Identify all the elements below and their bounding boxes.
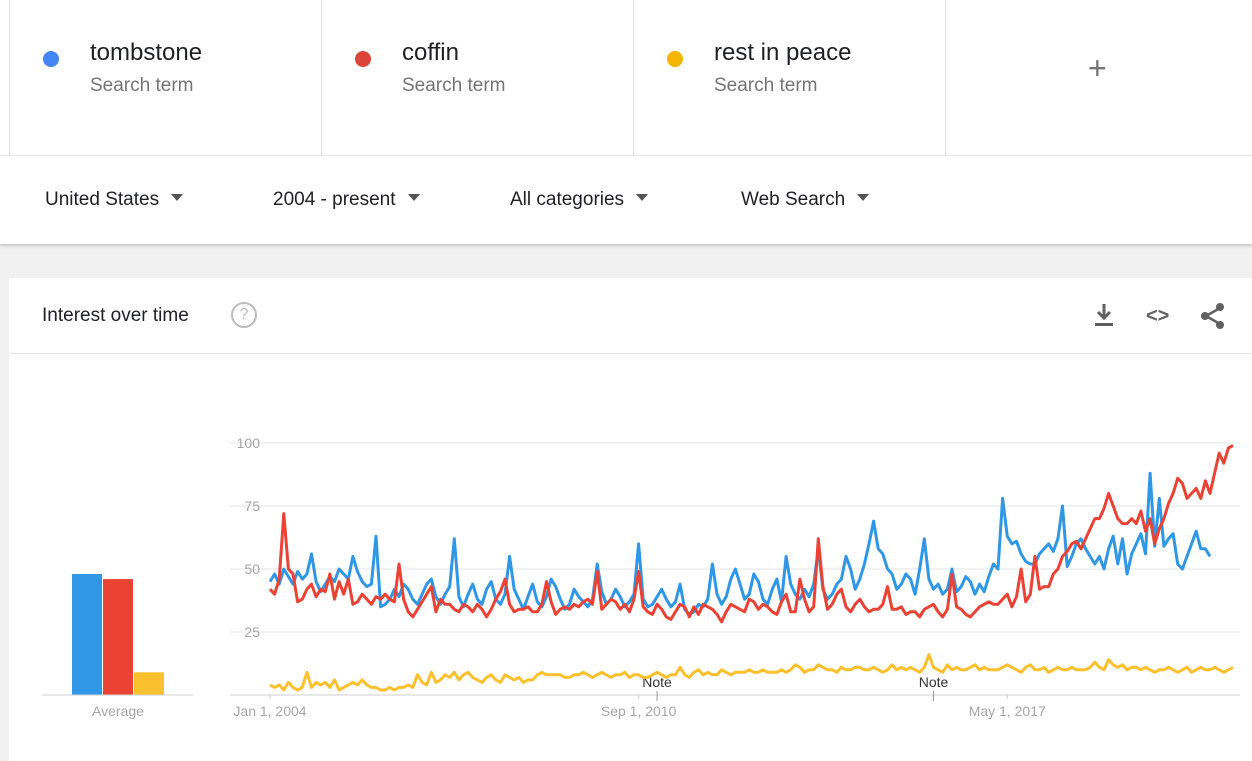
caret-down-icon [857, 194, 870, 202]
note-label: Note [919, 674, 949, 690]
term-name[interactable]: tombstone [90, 39, 203, 66]
category-label: All categories [510, 189, 625, 210]
help-icon[interactable]: ? [231, 302, 257, 328]
caret-down-icon [171, 194, 184, 202]
download-icon[interactable] [1092, 302, 1116, 333]
caret-down-icon [407, 194, 420, 202]
add-term-button[interactable]: + [1088, 50, 1107, 86]
series-line-tombstone [268, 471, 1212, 616]
y-tick-label: 75 [244, 498, 260, 514]
x-tick-label: Jan 1, 2004 [233, 703, 306, 719]
average-bar-rest-in-peace [134, 672, 164, 695]
card-title: Interest over time [42, 305, 189, 326]
series-line-rest-in-peace [269, 653, 1234, 692]
time-range-dropdown[interactable]: 2004 - present [273, 189, 420, 211]
add-term-area[interactable]: + [946, 0, 1252, 155]
x-tick-label: Sep 1, 2010 [601, 703, 677, 719]
filter-bar: United States 2004 - present All categor… [0, 155, 1252, 244]
search-type-dropdown[interactable]: Web Search [741, 189, 870, 211]
share-icon[interactable] [1199, 302, 1227, 335]
caret-down-icon [636, 194, 649, 202]
y-tick-label: 25 [244, 624, 260, 640]
term-name[interactable]: coffin [402, 39, 459, 66]
x-tick-label: May 1, 2017 [969, 703, 1046, 719]
term-card-rest-in-peace[interactable]: rest in peace Search term [634, 0, 946, 155]
term-color-dot [355, 51, 371, 67]
term-color-dot [667, 51, 683, 67]
search-terms-bar: tombstone Search term coffin Search term… [0, 0, 1252, 155]
term-type-label: Search term [90, 75, 194, 96]
y-tick-label: 50 [244, 561, 260, 577]
category-dropdown[interactable]: All categories [510, 189, 649, 211]
term-card-tombstone[interactable]: tombstone Search term [9, 0, 322, 155]
interest-over-time-card: Interest over time ? <> [9, 278, 1252, 761]
term-type-label: Search term [714, 75, 818, 96]
term-color-dot [43, 51, 59, 67]
term-type-label: Search term [402, 75, 506, 96]
average-bar-coffin [103, 579, 133, 695]
y-tick-label: 100 [237, 435, 261, 451]
average-label: Average [92, 703, 144, 719]
card-header: Interest over time ? <> [9, 278, 1252, 354]
series-line-coffin [268, 444, 1234, 624]
embed-icon[interactable]: <> [1146, 305, 1170, 327]
region-label: United States [45, 189, 160, 210]
time-range-label: 2004 - present [273, 189, 396, 210]
average-bar-tombstone [72, 574, 102, 695]
term-name[interactable]: rest in peace [714, 39, 852, 66]
search-type-label: Web Search [741, 189, 846, 210]
region-dropdown[interactable]: United States [45, 189, 184, 211]
term-card-coffin[interactable]: coffin Search term [322, 0, 634, 155]
